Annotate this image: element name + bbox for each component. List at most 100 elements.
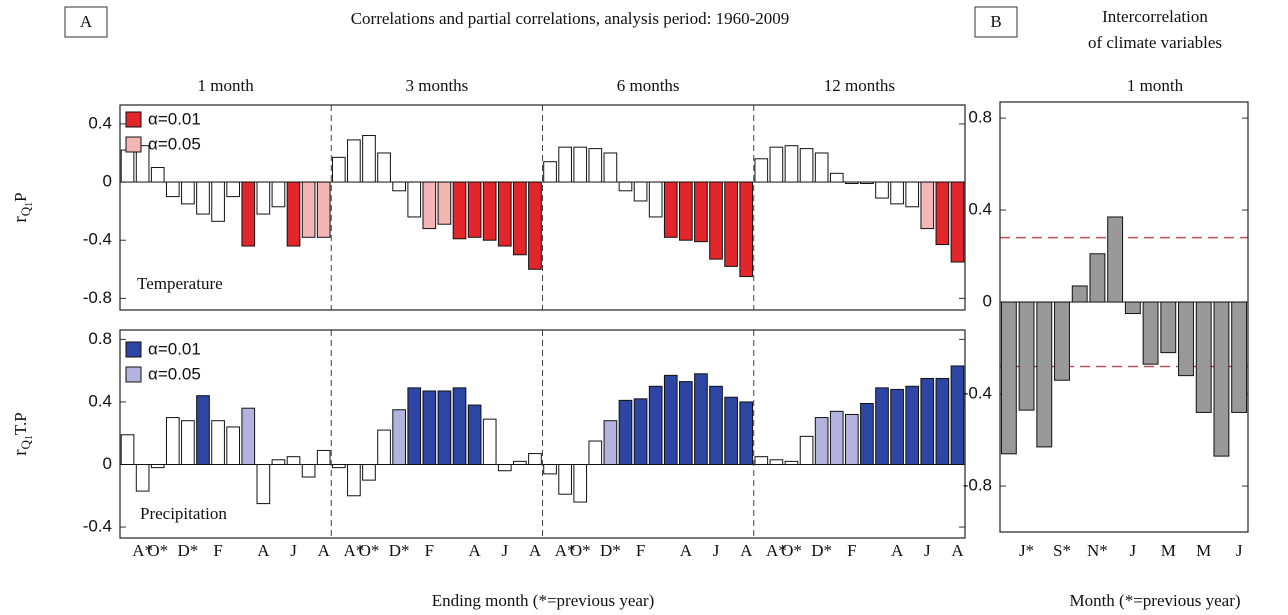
bar [150, 463, 165, 469]
bar [724, 396, 738, 465]
bar [588, 440, 603, 465]
bar [573, 463, 588, 503]
group-label: 1 month [1127, 76, 1184, 95]
y-axis-label-part: T.P [11, 412, 30, 435]
bar [467, 404, 482, 465]
bar [905, 181, 920, 208]
x-axis-label: Month (*=previous year) [1069, 591, 1240, 610]
bar [633, 398, 648, 465]
x-tick-label: J [1236, 541, 1243, 560]
bar [437, 390, 452, 465]
bar [256, 463, 271, 505]
bar [754, 456, 769, 465]
legend-label: α=0.01 [148, 339, 201, 358]
bar [347, 139, 361, 183]
bar [890, 388, 904, 465]
bar [799, 435, 814, 465]
bar [1054, 301, 1070, 381]
bar [558, 463, 572, 495]
bar [1089, 253, 1106, 303]
bar [588, 148, 603, 183]
legend-label: α=0.01 [148, 109, 201, 128]
x-tick-label: J [290, 541, 297, 560]
bar [316, 449, 331, 465]
bar [663, 181, 678, 238]
bar [663, 374, 678, 465]
bar [1231, 301, 1248, 413]
bar [181, 181, 195, 205]
y-tick-label: 0.4 [88, 391, 112, 410]
bar [362, 463, 376, 481]
x-tick-label: A [318, 541, 331, 560]
annotation: Precipitation [140, 504, 227, 523]
x-tick-label: F [213, 541, 222, 560]
x-tick-label: A* [766, 541, 787, 560]
bar [814, 417, 829, 465]
bar [196, 181, 210, 215]
x-tick-label: O* [570, 541, 591, 560]
bar [422, 181, 437, 230]
bar [875, 387, 889, 465]
bar [829, 172, 844, 183]
y-axis-label-part: 1 [24, 435, 35, 440]
x-tick-label: O* [359, 541, 380, 560]
bar [422, 390, 437, 465]
bar [1160, 301, 1177, 354]
x-tick-label: A [257, 541, 270, 560]
bar [935, 181, 950, 246]
bar [120, 149, 135, 183]
bar [1213, 301, 1230, 457]
panel-label-box [64, 6, 108, 38]
x-tick-label: N* [1087, 541, 1108, 560]
plot-frame [999, 101, 1249, 533]
bar [286, 181, 301, 247]
bar [452, 181, 467, 240]
bar [226, 181, 241, 198]
panel-title: Correlations and partial correlations, a… [351, 9, 790, 28]
bar [316, 181, 331, 238]
bar [1142, 301, 1159, 365]
x-tick-label: D* [178, 541, 199, 560]
group-label: 1 month [198, 76, 255, 95]
bar [467, 181, 482, 238]
panel-label: B [990, 12, 1001, 31]
bar [633, 181, 648, 202]
x-tick-label: A [468, 541, 481, 560]
bar [331, 156, 346, 183]
bar [694, 373, 708, 465]
bar [603, 152, 618, 183]
bar [513, 181, 527, 256]
bar [1018, 301, 1035, 411]
bar [271, 181, 286, 208]
x-tick-label: A [951, 541, 964, 560]
annotation: Temperature [137, 274, 223, 293]
y-tick-label: 0 [983, 292, 992, 311]
bar [377, 429, 391, 465]
x-tick-label: D* [600, 541, 621, 560]
bar [739, 401, 754, 465]
x-tick-label: F [847, 541, 856, 560]
bar [241, 181, 256, 247]
bar [271, 459, 286, 465]
bar [844, 181, 859, 185]
x-tick-label: J* [1019, 541, 1034, 560]
bar [618, 399, 633, 465]
bar [528, 453, 542, 465]
x-tick-label: M [1161, 541, 1176, 560]
bar [950, 181, 965, 263]
bar [181, 420, 195, 465]
bar [754, 158, 769, 183]
bar [407, 387, 422, 465]
bar [407, 181, 422, 218]
bar [935, 377, 950, 465]
bar [950, 365, 965, 465]
bar [392, 181, 406, 192]
y-tick-label: -0.4 [83, 230, 112, 249]
bar [814, 152, 829, 183]
panel-title: of climate variables [1088, 33, 1222, 52]
bar [709, 181, 723, 260]
bar [377, 152, 391, 183]
bar [211, 181, 225, 222]
bar [543, 161, 557, 183]
bar [618, 181, 633, 192]
